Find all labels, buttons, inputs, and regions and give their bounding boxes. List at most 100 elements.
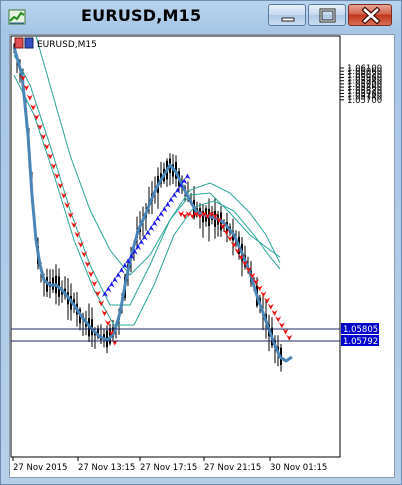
price-label: 1.06020	[347, 70, 382, 80]
moving-average-layer	[12, 46, 293, 363]
chart-area[interactable]: 1.05805 1.05792 1.06100 1.06060 1.06020 1.05…	[9, 14, 395, 478]
price-label: 1.06100	[347, 64, 382, 74]
down-arrow	[219, 223, 226, 230]
down-arrow	[227, 235, 234, 242]
axis-layer: 1.061001.060601.060201.059801.059401.059…	[12, 64, 382, 473]
symbol-icon-blue	[24, 37, 34, 49]
down-arrow	[77, 241, 84, 248]
minimize-button[interactable]	[268, 4, 306, 26]
down-arrow	[23, 84, 30, 91]
up-arrow	[168, 197, 174, 203]
down-arrow	[64, 202, 71, 209]
down-arrow	[223, 229, 230, 236]
down-arrow	[88, 271, 94, 277]
down-arrow	[245, 266, 252, 273]
up-arrow	[135, 244, 141, 250]
down-arrow	[256, 285, 263, 292]
down-arrow	[30, 104, 37, 111]
close-icon	[361, 6, 381, 25]
down-arrow	[26, 94, 33, 101]
price-marker	[341, 323, 379, 334]
down-arrow	[264, 297, 271, 304]
price-label: 1.05740	[347, 93, 382, 103]
time-label: 27 Nov 21:15	[204, 463, 261, 473]
down-arrow	[271, 310, 278, 316]
down-arrow	[67, 212, 74, 219]
down-arrow	[241, 260, 248, 267]
price-label: 1.05900	[347, 80, 382, 90]
time-label: 30 Nov 01:15	[270, 463, 327, 473]
time-label: 27 Nov 13:15	[78, 463, 135, 473]
down-arrow	[105, 320, 111, 326]
down-arrow	[178, 211, 184, 217]
time-label: 27 Nov 2015	[13, 463, 67, 473]
symbol-label-text: EURUSD,M15	[37, 40, 97, 50]
chart-app-icon	[8, 9, 26, 25]
down-arrow	[101, 310, 108, 317]
envelope-line	[29, 14, 281, 276]
down-arrow	[216, 217, 222, 223]
down-arrow	[286, 334, 293, 341]
price-marker	[341, 335, 379, 346]
up-arrow	[138, 239, 145, 246]
down-arrow	[234, 248, 241, 254]
down-arrow	[20, 75, 26, 81]
up-arrow	[111, 276, 118, 283]
down-arrow	[230, 241, 237, 248]
symbol-icon-red	[14, 37, 24, 49]
candle-body	[103, 334, 105, 339]
down-arrow	[260, 291, 267, 298]
down-arrow	[253, 279, 259, 285]
price-label: 1.05820	[347, 86, 382, 96]
down-arrow	[197, 213, 203, 219]
down-arrow	[212, 213, 219, 219]
down-arrow	[33, 114, 40, 121]
up-arrow	[154, 215, 161, 222]
up-arrow	[121, 262, 128, 269]
time-label: 27 Nov 17:15	[140, 463, 197, 473]
price-marker-text: 1.05805	[343, 325, 378, 335]
up-arrow	[144, 229, 151, 236]
candle-body	[97, 328, 99, 338]
price-label: 1.05980	[347, 74, 382, 84]
moving-average-line	[12, 46, 293, 363]
minimize-icon	[281, 17, 295, 22]
down-arrow	[181, 213, 188, 219]
down-arrow	[91, 280, 98, 287]
arrows-layer	[20, 75, 293, 346]
maximize-icon	[319, 8, 336, 23]
candle-body	[202, 211, 204, 223]
candle-body	[100, 338, 102, 340]
up-arrow	[158, 211, 165, 218]
down-arrow	[108, 329, 115, 336]
up-arrow	[125, 258, 132, 265]
down-arrow	[267, 303, 274, 310]
down-arrow	[204, 213, 211, 219]
down-arrow	[193, 211, 200, 217]
envelope-line	[13, 74, 281, 326]
up-arrow	[174, 187, 181, 194]
down-arrow	[81, 251, 88, 258]
up-arrow	[171, 192, 178, 199]
up-arrow	[131, 248, 138, 255]
price-label: 1.05940	[347, 77, 382, 87]
down-arrow	[275, 316, 282, 323]
up-arrow	[102, 291, 108, 297]
up-arrow	[161, 206, 168, 213]
close-button[interactable]	[348, 4, 392, 26]
down-arrow	[189, 213, 196, 219]
down-arrow	[37, 124, 43, 130]
title-bar[interactable]: EURUSD,M15	[1, 1, 401, 33]
down-arrow	[84, 261, 91, 268]
envelope-layer	[13, 14, 281, 326]
down-arrow	[60, 192, 67, 199]
down-arrow	[43, 143, 50, 150]
down-arrow	[208, 211, 215, 217]
down-arrow	[278, 322, 285, 329]
down-arrow	[50, 163, 57, 170]
down-arrow	[98, 300, 105, 307]
down-arrow	[185, 211, 192, 217]
maximize-button[interactable]	[308, 4, 346, 26]
